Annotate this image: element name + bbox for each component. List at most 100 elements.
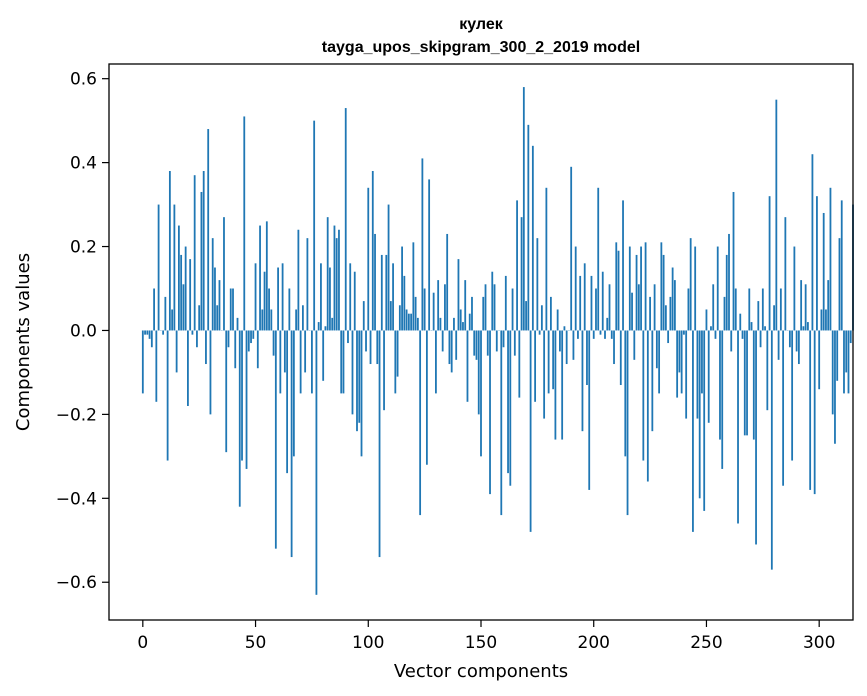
bar xyxy=(270,309,273,331)
bar xyxy=(671,267,674,331)
bar xyxy=(563,326,566,331)
y-tick-label: 0.4 xyxy=(70,154,97,174)
bar xyxy=(669,296,672,331)
bar xyxy=(187,330,189,406)
bar xyxy=(696,330,699,419)
bar xyxy=(635,254,638,331)
bar xyxy=(534,330,537,402)
ticks-group: 0 50 100 150 200 250 300 −0.6 −0.4 −0.2 0.0 0.2 0.4 0… xyxy=(56,70,836,653)
bar xyxy=(428,179,431,331)
bar xyxy=(335,238,338,331)
bar xyxy=(604,330,606,339)
bar xyxy=(464,280,467,331)
bar xyxy=(658,330,661,394)
bar xyxy=(369,330,372,365)
bar xyxy=(155,330,158,402)
bar xyxy=(371,171,374,331)
bar xyxy=(283,330,286,373)
bar xyxy=(509,330,512,486)
bar xyxy=(552,330,555,390)
bar xyxy=(259,225,261,331)
bar xyxy=(389,301,392,331)
bar xyxy=(782,330,785,486)
bar xyxy=(676,330,679,398)
bar xyxy=(245,330,248,469)
bar xyxy=(175,330,178,373)
bar xyxy=(444,284,446,331)
bar xyxy=(148,330,151,339)
bar xyxy=(265,221,268,331)
bar xyxy=(211,238,214,331)
bar xyxy=(311,330,313,394)
bar xyxy=(380,254,383,331)
bar xyxy=(225,330,228,453)
bar xyxy=(712,284,715,331)
bar xyxy=(800,280,803,331)
bar xyxy=(773,305,775,331)
bar xyxy=(362,301,365,331)
bar xyxy=(261,309,264,331)
bar xyxy=(437,280,440,331)
bar xyxy=(385,254,388,331)
bar xyxy=(202,171,205,331)
bar xyxy=(412,242,415,331)
bar xyxy=(419,330,422,516)
bar xyxy=(441,330,444,352)
bar xyxy=(351,330,354,415)
bar xyxy=(238,330,241,507)
bar xyxy=(804,284,807,331)
bar xyxy=(597,187,600,331)
bar xyxy=(459,309,462,331)
bar xyxy=(466,330,469,402)
bar xyxy=(687,288,690,331)
bar xyxy=(761,288,764,331)
bar xyxy=(453,317,455,331)
bar xyxy=(144,330,146,335)
bar xyxy=(536,238,539,331)
bar xyxy=(732,191,735,331)
bar xyxy=(407,313,410,331)
bar xyxy=(376,330,379,365)
bar xyxy=(340,330,343,394)
bar xyxy=(813,330,816,495)
bar xyxy=(504,275,507,331)
bar xyxy=(531,145,534,331)
bar xyxy=(306,238,309,331)
bar xyxy=(378,330,381,558)
bar xyxy=(703,330,706,511)
y-tick-label: 0.6 xyxy=(70,70,97,90)
bar xyxy=(588,330,591,490)
bar xyxy=(845,330,848,373)
bar xyxy=(820,309,823,331)
bar xyxy=(825,309,827,331)
bar xyxy=(631,292,633,331)
bar xyxy=(182,284,185,331)
bar xyxy=(667,330,670,344)
bar xyxy=(843,330,845,394)
bar xyxy=(680,330,683,394)
bar xyxy=(146,330,149,335)
bar xyxy=(725,254,728,331)
bar xyxy=(640,246,642,331)
bar xyxy=(227,330,230,348)
bar xyxy=(162,330,165,335)
bar xyxy=(256,330,259,369)
bar xyxy=(522,87,525,331)
bar xyxy=(728,233,730,331)
bar xyxy=(662,254,665,331)
bar xyxy=(218,280,221,331)
bar xyxy=(644,242,647,331)
bar xyxy=(592,330,595,339)
bar xyxy=(755,330,757,545)
bar xyxy=(295,309,298,331)
bar xyxy=(403,275,406,331)
bar xyxy=(173,204,176,331)
bar xyxy=(333,225,336,331)
bar xyxy=(840,200,843,331)
bar xyxy=(768,196,771,331)
bar xyxy=(507,330,509,474)
bar xyxy=(619,330,622,386)
bar xyxy=(180,254,183,331)
bar xyxy=(752,330,755,440)
bar xyxy=(579,275,582,331)
